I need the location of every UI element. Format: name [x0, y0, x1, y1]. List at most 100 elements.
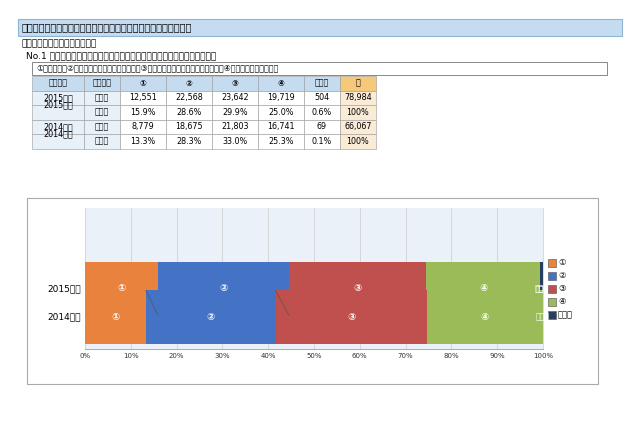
Text: 実施年度: 実施年度: [49, 79, 67, 88]
Text: 50%: 50%: [307, 353, 322, 359]
FancyBboxPatch shape: [146, 291, 276, 344]
Text: ④: ④: [479, 283, 487, 294]
Text: 2014年度: 2014年度: [47, 313, 81, 322]
Text: 回答数: 回答数: [95, 122, 109, 131]
Text: 28.6%: 28.6%: [176, 108, 202, 117]
Text: 0.1%: 0.1%: [312, 137, 332, 146]
Text: ②: ②: [558, 271, 566, 280]
Text: ③: ③: [353, 283, 362, 294]
Text: 2015年度: 2015年度: [43, 101, 73, 109]
Text: 69: 69: [317, 122, 327, 131]
Text: 100%: 100%: [347, 108, 369, 117]
FancyBboxPatch shape: [32, 134, 84, 149]
FancyBboxPatch shape: [212, 105, 258, 120]
FancyBboxPatch shape: [548, 298, 556, 305]
Text: ④: ④: [558, 297, 566, 306]
Text: 78,984: 78,984: [344, 93, 372, 102]
Text: 無回答: 無回答: [535, 285, 548, 292]
Text: ①そう思う　②どちらかといえば、そう思う　③どちらかといえば、そう思わない　④ほとんどそう思わない: ①そう思う ②どちらかといえば、そう思う ③どちらかといえば、そう思わない ④ほ…: [36, 63, 278, 72]
Text: 回答数: 回答数: [95, 93, 109, 102]
Text: 40%: 40%: [260, 353, 276, 359]
Text: 13.3%: 13.3%: [131, 137, 156, 146]
Text: 19,719: 19,719: [267, 93, 295, 102]
FancyBboxPatch shape: [340, 76, 376, 90]
FancyBboxPatch shape: [84, 105, 120, 120]
Text: ③: ③: [347, 312, 355, 322]
FancyBboxPatch shape: [304, 120, 340, 134]
Text: 選択番号: 選択番号: [93, 79, 111, 88]
FancyBboxPatch shape: [340, 105, 376, 120]
FancyBboxPatch shape: [258, 105, 304, 120]
Text: ④: ④: [278, 79, 284, 88]
Text: 2015年度: 2015年度: [47, 284, 81, 293]
FancyBboxPatch shape: [304, 90, 340, 105]
Text: ＜英語に関する意識について＞: ＜英語に関する意識について＞: [22, 40, 97, 49]
FancyBboxPatch shape: [304, 76, 340, 90]
Text: 15.9%: 15.9%: [131, 108, 156, 117]
FancyBboxPatch shape: [32, 120, 84, 134]
Text: 0%: 0%: [79, 353, 91, 359]
Text: 10%: 10%: [123, 353, 139, 359]
Text: 60%: 60%: [352, 353, 367, 359]
Text: 2014年度: 2014年度: [43, 130, 73, 138]
FancyBboxPatch shape: [540, 262, 543, 315]
Text: 100%: 100%: [347, 137, 369, 146]
Text: 25.0%: 25.0%: [268, 108, 294, 117]
FancyBboxPatch shape: [258, 134, 304, 149]
FancyBboxPatch shape: [548, 311, 556, 319]
FancyBboxPatch shape: [120, 105, 166, 120]
Text: 28.3%: 28.3%: [176, 137, 202, 146]
FancyBboxPatch shape: [84, 90, 120, 105]
Text: 21,803: 21,803: [221, 122, 249, 131]
FancyBboxPatch shape: [166, 120, 212, 134]
Text: 70%: 70%: [398, 353, 413, 359]
FancyBboxPatch shape: [85, 262, 158, 315]
Text: 29.9%: 29.9%: [222, 108, 248, 117]
Text: 2015年度: 2015年度: [43, 93, 73, 102]
Text: 23,642: 23,642: [221, 93, 249, 102]
FancyBboxPatch shape: [32, 61, 607, 75]
Text: ①: ①: [140, 79, 147, 88]
FancyBboxPatch shape: [548, 285, 556, 293]
Text: 計: 計: [356, 79, 360, 88]
FancyBboxPatch shape: [166, 76, 212, 90]
FancyBboxPatch shape: [166, 105, 212, 120]
FancyBboxPatch shape: [304, 134, 340, 149]
FancyBboxPatch shape: [85, 208, 543, 349]
Text: ①: ①: [117, 283, 125, 294]
Text: ②: ②: [219, 283, 227, 294]
Text: 20%: 20%: [169, 353, 184, 359]
FancyBboxPatch shape: [289, 262, 426, 315]
FancyBboxPatch shape: [548, 272, 556, 279]
Text: ①: ①: [111, 312, 120, 322]
FancyBboxPatch shape: [258, 120, 304, 134]
Text: ④: ④: [481, 312, 489, 322]
Text: 33.0%: 33.0%: [222, 137, 248, 146]
Text: 22,568: 22,568: [175, 93, 203, 102]
FancyBboxPatch shape: [427, 291, 543, 344]
Text: 18,675: 18,675: [175, 122, 203, 131]
FancyBboxPatch shape: [212, 120, 258, 134]
Text: 30%: 30%: [214, 353, 230, 359]
Text: 66,067: 66,067: [344, 122, 372, 131]
Text: ③: ③: [558, 284, 566, 293]
FancyBboxPatch shape: [84, 134, 120, 149]
FancyBboxPatch shape: [120, 90, 166, 105]
Text: 無回答: 無回答: [558, 310, 573, 319]
FancyBboxPatch shape: [166, 90, 212, 105]
Text: 504: 504: [314, 93, 330, 102]
FancyBboxPatch shape: [340, 120, 376, 134]
FancyBboxPatch shape: [304, 105, 340, 120]
FancyBboxPatch shape: [340, 134, 376, 149]
Text: No.1 英語の学習は好きですか。最も当てはまるものを１つ選んで下さい。: No.1 英語の学習は好きですか。最も当てはまるものを１つ選んで下さい。: [26, 52, 216, 60]
FancyBboxPatch shape: [18, 18, 622, 35]
FancyBboxPatch shape: [212, 134, 258, 149]
FancyBboxPatch shape: [340, 90, 376, 105]
FancyBboxPatch shape: [85, 291, 146, 344]
FancyBboxPatch shape: [120, 76, 166, 90]
Text: ①: ①: [558, 258, 566, 267]
FancyBboxPatch shape: [120, 120, 166, 134]
FancyBboxPatch shape: [158, 262, 289, 315]
Text: 16,741: 16,741: [268, 122, 295, 131]
Text: 12,551: 12,551: [129, 93, 157, 102]
